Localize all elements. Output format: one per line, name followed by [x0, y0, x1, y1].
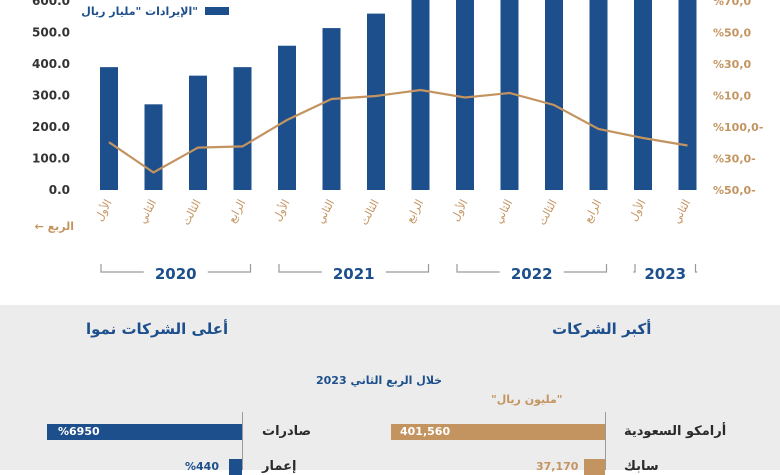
- year-bracket: [100, 264, 252, 273]
- left-axis-tick: 100.0: [32, 152, 70, 166]
- right-axis-tick: %30,0: [713, 58, 752, 71]
- revenue-bar: [322, 28, 341, 191]
- right-axis-tick: %50,0: [713, 27, 752, 40]
- largest-bar-sabic: [584, 459, 605, 475]
- revenue-bar: [678, 0, 697, 190]
- left-axis-tick: 600.0: [32, 0, 70, 8]
- unit-label: "مليون ريال": [491, 393, 563, 406]
- right-axis-tick: %30,0-: [713, 153, 756, 166]
- revenue-bar: [189, 75, 207, 190]
- quarter-label: الرابع: [403, 197, 426, 225]
- legend-label: الإيرادات "مليار ريال": [81, 5, 198, 18]
- growth-line: [108, 88, 688, 174]
- year-bracket: [633, 264, 698, 273]
- revenue-bar: [634, 0, 652, 190]
- quarter-axis-label: ← الربع: [35, 220, 74, 233]
- largest-value-aramco: 401,560: [400, 425, 451, 438]
- largest-name-sabic: سابك: [624, 459, 659, 474]
- revenue-bar: [100, 67, 118, 190]
- quarter-label: الثالث: [535, 197, 559, 227]
- quarter-label: الثاني: [670, 197, 693, 225]
- largest-companies-title: أكبر الشركات: [552, 320, 652, 338]
- quarter-label: الأول: [626, 197, 649, 224]
- growth-bar-exports: [47, 424, 242, 440]
- quarter-label: الثاني: [314, 197, 337, 225]
- quarter-label: الثالث: [179, 197, 203, 227]
- revenue-bar: [589, 0, 608, 190]
- revenue-bar: [545, 0, 563, 190]
- quarter-label: الأول: [270, 197, 293, 224]
- quarter-label: الثاني: [492, 197, 515, 225]
- period-subtitle: خلال الربع الثاني 2023: [316, 374, 443, 387]
- revenue-bar: [367, 13, 385, 190]
- largest-name-aramco: أرامكو السعودية: [624, 424, 727, 439]
- growth-name-exports: صادرات: [262, 424, 312, 439]
- quarter-label: الأول: [92, 197, 115, 224]
- year-label: 2020: [155, 265, 197, 283]
- right-axis-tick: %50,0-: [713, 184, 756, 197]
- growth-value-exports: %6950: [58, 425, 100, 438]
- year-bracket: [278, 264, 430, 273]
- right-axis-tick: %10,0: [713, 90, 752, 103]
- right-axis-tick: %70,0: [713, 0, 752, 8]
- revenue-bar: [456, 0, 474, 190]
- revenue-bar: [278, 45, 296, 191]
- right-axis-tick: %100,0-: [713, 121, 763, 134]
- right-companies-axis: [605, 412, 606, 470]
- revenue-bar: [144, 104, 163, 190]
- largest-value-sabic: 37,170: [536, 460, 579, 473]
- quarter-label: الرابع: [581, 197, 604, 225]
- left-companies-axis: [242, 412, 243, 470]
- growth-value-emaar: %440: [185, 460, 219, 473]
- revenue-bar: [500, 0, 519, 190]
- quarter-label: الأول: [448, 197, 471, 224]
- left-axis-tick: 500.0: [32, 26, 70, 40]
- left-axis-tick: 200.0: [32, 120, 70, 134]
- revenue-bar: [233, 67, 252, 190]
- left-axis-tick: 0.0: [49, 183, 70, 197]
- left-axis-tick: 400.0: [32, 57, 70, 71]
- revenue-bar: [411, 0, 430, 190]
- quarter-label: الثاني: [136, 197, 159, 225]
- year-label: 2021: [333, 265, 375, 283]
- year-label: 2022: [511, 265, 553, 283]
- left-axis-tick: 300.0: [32, 89, 70, 103]
- growth-bar-emaar: [229, 459, 242, 475]
- legend-swatch: [205, 7, 229, 15]
- year-bracket: [456, 264, 608, 273]
- top-growth-title: أعلى الشركات نموا: [86, 320, 229, 338]
- quarter-label: الثالث: [357, 197, 381, 227]
- largest-bar-aramco: [391, 424, 605, 440]
- growth-name-emaar: إعمار: [262, 459, 297, 474]
- revenue-chart: 0.0 100.0 200.0 300.0 400.0 500.0 600.0 %50,0-%…: [32, 0, 763, 283]
- quarter-label: الرابع: [225, 197, 248, 225]
- companies-panel: [0, 305, 780, 470]
- year-label: 2023: [644, 265, 686, 283]
